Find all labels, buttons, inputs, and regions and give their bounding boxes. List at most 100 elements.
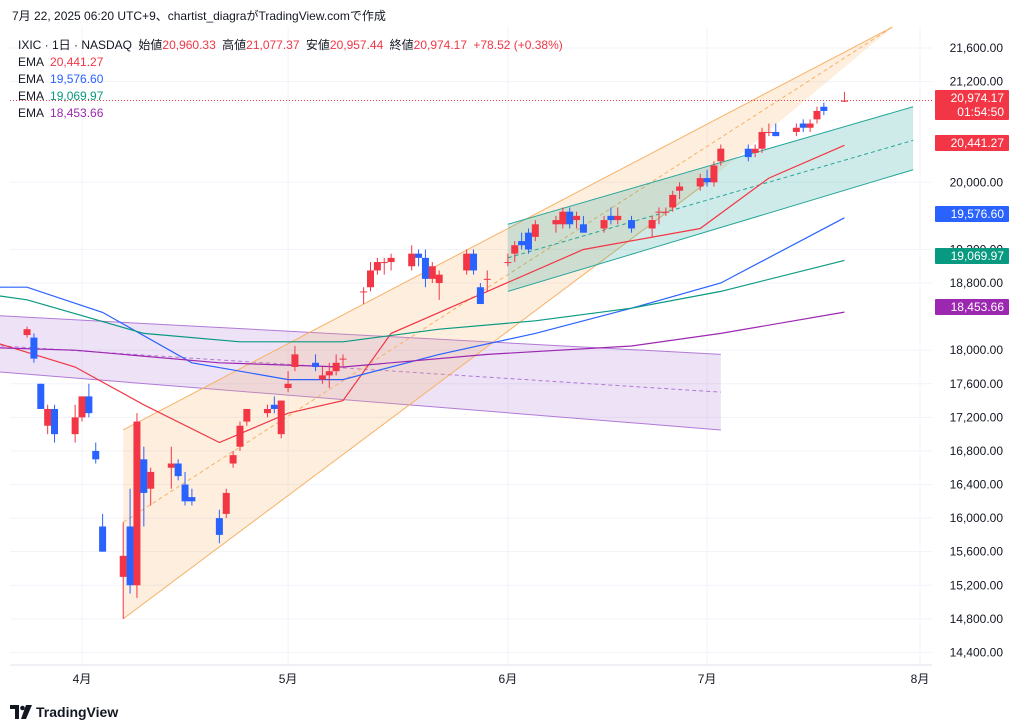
candle [30, 333, 38, 363]
candle-body [799, 123, 807, 128]
price-tick-label: 18,000.00 [950, 343, 1004, 357]
candle-body [92, 450, 100, 460]
ema-value: 20,441.27 [50, 55, 104, 69]
candle [813, 106, 821, 124]
price-badge-bg [935, 90, 1009, 120]
channel-lower-line [0, 371, 721, 431]
symbol-label[interactable]: IXIC · 1日 · NASDAQ [18, 38, 133, 52]
candle [840, 91, 848, 102]
ema-value: 18,453.66 [50, 106, 104, 120]
candle-body [470, 253, 478, 271]
candle-body [167, 463, 175, 468]
price-badge: 19,576.60 [935, 206, 1009, 222]
price-tick-label: 17,600.00 [950, 377, 1004, 391]
time-tick-label: 4月 [73, 672, 92, 686]
channel-purple-downtrend [0, 315, 721, 431]
candle-body [415, 253, 423, 258]
candle [147, 467, 155, 506]
candle-body [339, 358, 347, 360]
low-label: 安値 [305, 38, 330, 52]
time-tick-label: 5月 [279, 672, 298, 686]
candle-body [559, 211, 567, 225]
candle-body [71, 417, 79, 435]
tradingview-brand[interactable]: TradingView [10, 704, 118, 720]
candle-body [518, 241, 526, 246]
candle [703, 169, 711, 187]
candle-body [600, 220, 608, 229]
candle-body [717, 148, 725, 162]
price-badge-value: 20,441.27 [951, 136, 1005, 150]
candle [676, 182, 684, 200]
ema-row-3[interactable]: EMA 19,069.97 [18, 88, 566, 105]
candle [758, 127, 766, 153]
time-tick-label: 6月 [499, 672, 518, 686]
candle [470, 249, 478, 275]
candle [463, 249, 471, 275]
candle-body [291, 354, 299, 367]
candle [655, 207, 663, 225]
candle [360, 287, 368, 305]
time-axis: 4月 5月 6月 7月 8月 [10, 664, 932, 686]
candle-body [710, 165, 718, 183]
channel-upper-line [122, 26, 893, 431]
candle [579, 215, 587, 233]
candle-body [744, 148, 752, 158]
candle-body [140, 459, 148, 493]
price-badge: 20,441.27 [935, 135, 1009, 151]
candle [421, 249, 429, 288]
candle-body [332, 362, 340, 372]
candle-body [380, 262, 388, 264]
candle-body [435, 274, 443, 284]
candle [518, 232, 526, 250]
candle-body [524, 232, 532, 250]
ema-line [0, 259, 845, 343]
ema-label: EMA [18, 72, 45, 86]
candle-body [312, 362, 320, 367]
candle [566, 207, 574, 229]
ohlc-row: IXIC · 1日 · NASDAQ 始値20,960.33 高値21,077.… [18, 37, 566, 54]
price-tick-label: 21,200.00 [950, 75, 1004, 89]
candle [765, 123, 773, 137]
chart-caption: 7月 22, 2025 06:20 UTC+9、chartist_diagraが… [12, 9, 386, 23]
candle-body [806, 123, 814, 128]
price-badge-value: 19,576.60 [951, 207, 1005, 221]
candle [573, 211, 581, 229]
candle-body [483, 278, 491, 280]
candle [476, 283, 484, 305]
candle-body [463, 253, 471, 271]
ema-lines [0, 100, 932, 444]
candle [792, 123, 800, 137]
ema-row-2[interactable]: EMA 19,576.60 [18, 71, 566, 88]
candle [99, 513, 107, 552]
high-label: 高値 [222, 38, 247, 52]
candle-body [579, 224, 587, 233]
candle [717, 144, 725, 166]
candle-body [133, 421, 141, 586]
ema-label: EMA [18, 106, 45, 120]
candle [236, 421, 244, 451]
candle-body [751, 148, 759, 153]
candle [325, 362, 333, 388]
price-tick-label: 18,800.00 [950, 276, 1004, 290]
ema-line [0, 311, 845, 368]
candle [51, 404, 59, 443]
candle-body [628, 220, 636, 229]
open-label: 始値 [138, 38, 163, 52]
candle [174, 459, 182, 481]
candle-body [408, 253, 416, 267]
candle-body [703, 178, 711, 183]
candle [710, 161, 718, 187]
ema-row-1[interactable]: EMA 20,441.27 [18, 54, 566, 71]
candle [263, 404, 271, 418]
ema-row-4[interactable]: EMA 18,453.66 [18, 105, 566, 122]
candle [428, 262, 436, 284]
candle-body [229, 455, 237, 464]
candle [435, 270, 443, 300]
candle [312, 354, 320, 372]
candle [215, 509, 223, 544]
candle [92, 442, 100, 464]
candle-body [277, 400, 285, 435]
ema-value: 19,576.60 [50, 72, 104, 86]
